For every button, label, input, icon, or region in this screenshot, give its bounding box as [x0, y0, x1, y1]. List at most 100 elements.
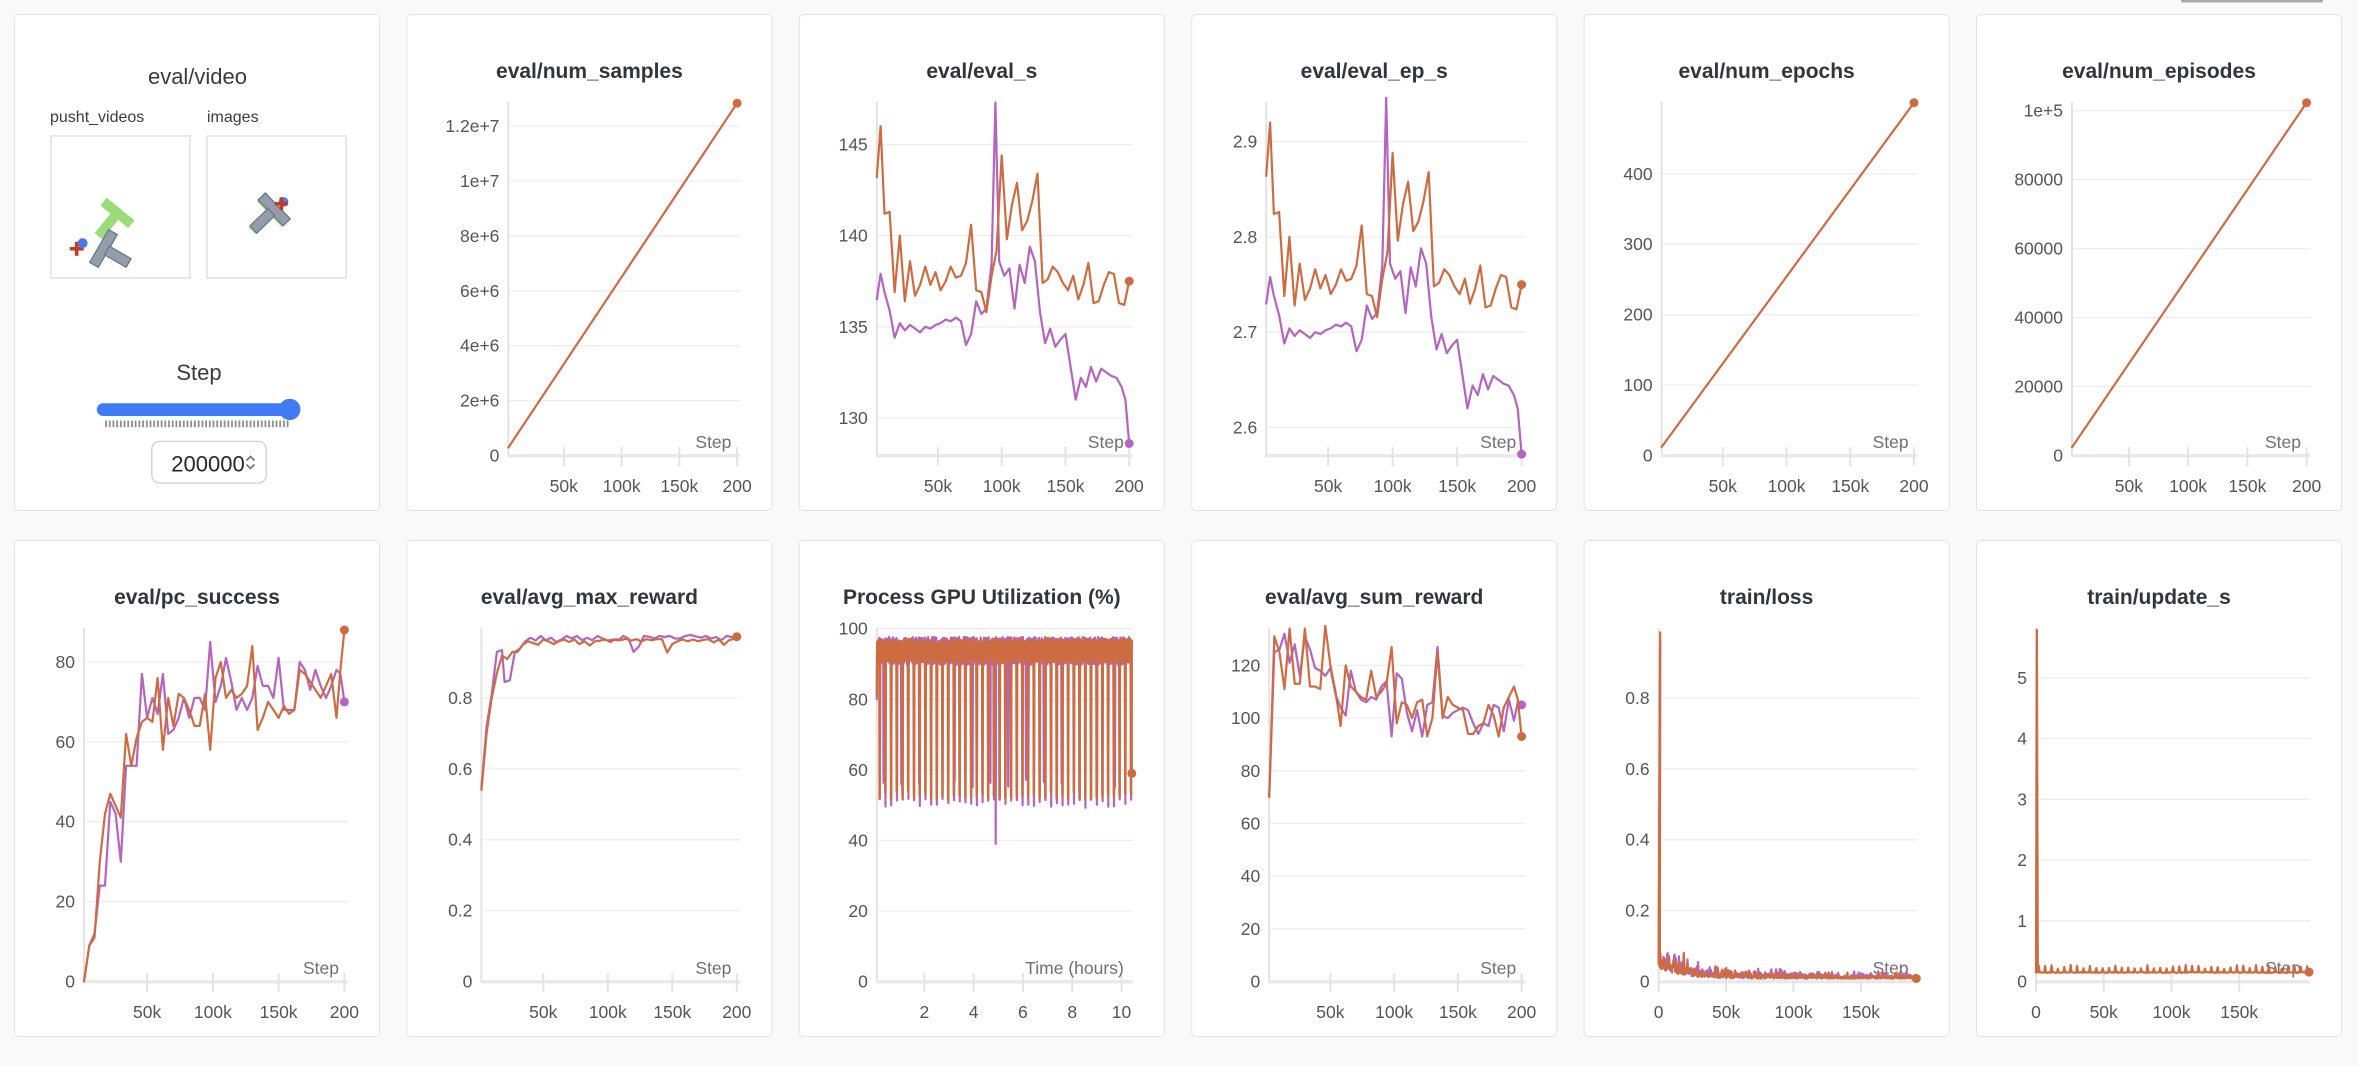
svg-text:2.7: 2.7 — [1233, 322, 1257, 342]
svg-text:200: 200 — [330, 1002, 359, 1022]
svg-text:80: 80 — [56, 652, 76, 672]
svg-text:200: 200 — [1623, 305, 1652, 325]
svg-text:eval/avg_max_reward: eval/avg_max_reward — [481, 586, 698, 609]
svg-text:eval/pc_success: eval/pc_success — [114, 586, 280, 609]
svg-text:150k: 150k — [260, 1002, 298, 1022]
svg-text:150k: 150k — [1438, 476, 1476, 496]
svg-text:100: 100 — [1231, 708, 1260, 728]
svg-text:40: 40 — [848, 830, 868, 850]
svg-text:eval/num_samples: eval/num_samples — [496, 60, 683, 83]
svg-text:10: 10 — [1112, 1002, 1132, 1022]
svg-text:100: 100 — [839, 619, 868, 639]
svg-text:100k: 100k — [589, 1002, 627, 1022]
svg-text:eval/num_epochs: eval/num_epochs — [1678, 60, 1854, 83]
svg-text:eval/eval_s: eval/eval_s — [926, 60, 1037, 83]
svg-text:40000: 40000 — [2014, 308, 2063, 328]
svg-text:0: 0 — [490, 446, 500, 466]
svg-text:150k: 150k — [653, 1002, 691, 1022]
svg-text:5: 5 — [2017, 668, 2027, 688]
svg-text:2e+6: 2e+6 — [460, 391, 499, 411]
svg-text:Step: Step — [695, 958, 731, 978]
svg-text:0.2: 0.2 — [448, 901, 472, 921]
svg-text:Step: Step — [1088, 432, 1124, 452]
svg-text:150k: 150k — [660, 476, 698, 496]
svg-text:100k: 100k — [1375, 1002, 1413, 1022]
svg-text:0: 0 — [1654, 1002, 1664, 1022]
svg-text:50k: 50k — [1709, 476, 1737, 496]
svg-text:0: 0 — [1640, 972, 1650, 992]
svg-text:80000: 80000 — [2014, 170, 2063, 190]
svg-text:Step: Step — [1873, 432, 1909, 452]
svg-text:60000: 60000 — [2014, 239, 2063, 259]
svg-text:Step: Step — [1480, 958, 1516, 978]
svg-text:0.6: 0.6 — [448, 759, 472, 779]
svg-text:0: 0 — [463, 972, 473, 992]
svg-text:50k: 50k — [133, 1002, 161, 1022]
svg-text:pusht_videos: pusht_videos — [50, 109, 144, 126]
svg-text:50k: 50k — [2090, 1002, 2118, 1022]
svg-text:1e+5: 1e+5 — [2024, 101, 2063, 121]
svg-text:145: 145 — [839, 135, 868, 155]
svg-text:8e+6: 8e+6 — [460, 226, 499, 246]
svg-text:1.2e+7: 1.2e+7 — [445, 116, 499, 136]
svg-text:400: 400 — [1623, 164, 1652, 184]
svg-text:200: 200 — [2292, 476, 2321, 496]
svg-text:50k: 50k — [1316, 1002, 1344, 1022]
svg-text:150k: 150k — [1831, 476, 1869, 496]
svg-text:60: 60 — [1241, 814, 1261, 834]
svg-text:80: 80 — [848, 689, 868, 709]
svg-text:100k: 100k — [1775, 1002, 1813, 1022]
svg-text:200: 200 — [1115, 476, 1144, 496]
svg-text:100k: 100k — [1374, 476, 1412, 496]
svg-text:Step: Step — [695, 432, 731, 452]
svg-text:images: images — [207, 109, 259, 126]
svg-text:2.6: 2.6 — [1233, 418, 1257, 438]
svg-text:100k: 100k — [1768, 476, 1806, 496]
svg-text:0.4: 0.4 — [448, 830, 473, 850]
svg-text:4: 4 — [969, 1002, 979, 1022]
svg-text:120: 120 — [1231, 655, 1260, 675]
svg-text:150k: 150k — [1439, 1002, 1477, 1022]
svg-text:150k: 150k — [2228, 476, 2266, 496]
svg-text:60: 60 — [848, 760, 868, 780]
svg-text:eval/avg_sum_reward: eval/avg_sum_reward — [1265, 586, 1483, 609]
svg-text:train/update_s: train/update_s — [2087, 586, 2231, 609]
svg-text:eval/num_episodes: eval/num_episodes — [2062, 60, 2256, 83]
svg-text:150k: 150k — [2220, 1002, 2258, 1022]
svg-text:0: 0 — [2017, 972, 2027, 992]
svg-text:0.2: 0.2 — [1625, 901, 1649, 921]
svg-text:0.4: 0.4 — [1625, 830, 1650, 850]
svg-text:20000: 20000 — [2014, 377, 2063, 397]
svg-text:200: 200 — [1507, 476, 1536, 496]
svg-text:100k: 100k — [603, 476, 641, 496]
svg-text:200000: 200000 — [171, 451, 244, 476]
svg-text:6: 6 — [1018, 1002, 1028, 1022]
svg-text:0: 0 — [2031, 1002, 2041, 1022]
svg-text:2: 2 — [920, 1002, 930, 1022]
svg-text:1: 1 — [2017, 911, 2027, 931]
svg-text:0: 0 — [1643, 446, 1653, 466]
svg-text:Process GPU Utilization (%): Process GPU Utilization (%) — [843, 586, 1121, 609]
svg-text:0: 0 — [2053, 446, 2063, 466]
svg-text:100: 100 — [1623, 375, 1652, 395]
svg-text:6e+6: 6e+6 — [460, 281, 499, 301]
svg-text:140: 140 — [839, 226, 868, 246]
svg-text:130: 130 — [839, 408, 868, 428]
svg-text:100k: 100k — [2153, 1002, 2191, 1022]
svg-text:300: 300 — [1623, 234, 1652, 254]
svg-text:0: 0 — [65, 972, 75, 992]
svg-text:50k: 50k — [924, 476, 952, 496]
svg-text:0.6: 0.6 — [1625, 759, 1649, 779]
svg-text:200: 200 — [722, 1002, 751, 1022]
svg-text:50k: 50k — [2115, 476, 2143, 496]
svg-text:Step: Step — [176, 360, 221, 385]
svg-text:20: 20 — [848, 901, 868, 921]
svg-text:150k: 150k — [1047, 476, 1085, 496]
svg-text:150k: 150k — [1842, 1002, 1880, 1022]
svg-text:50k: 50k — [550, 476, 578, 496]
svg-text:train/loss: train/loss — [1720, 586, 1813, 609]
svg-text:Step: Step — [2265, 432, 2301, 452]
svg-text:50k: 50k — [1314, 476, 1342, 496]
svg-text:Step: Step — [303, 958, 339, 978]
svg-text:20: 20 — [56, 892, 76, 912]
